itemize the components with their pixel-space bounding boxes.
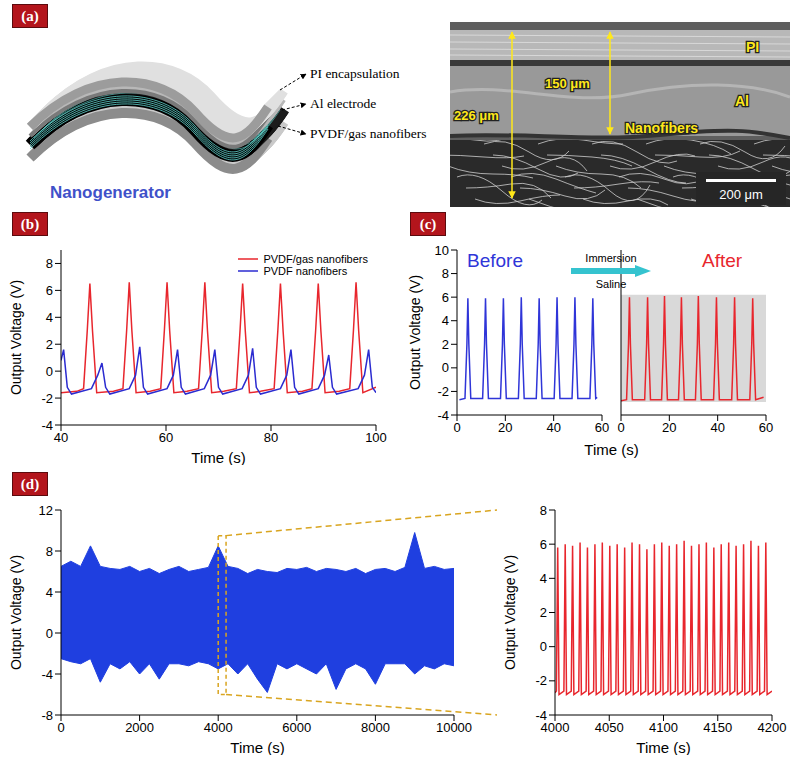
- html-text:(d): (d): [20, 476, 40, 492]
- svg-text:-2: -2: [41, 391, 53, 406]
- svg-text:2: 2: [46, 337, 53, 352]
- svg-text:0: 0: [46, 364, 53, 379]
- svg-text:PI encapsulation: PI encapsulation: [310, 66, 400, 81]
- html-text:PVDF/gas nanofibers: PVDF/gas nanofibers: [263, 253, 368, 265]
- svg-text:4: 4: [46, 585, 53, 600]
- svg-text:8000: 8000: [361, 720, 390, 735]
- svg-text:0: 0: [442, 360, 449, 375]
- svg-text:4000: 4000: [204, 720, 233, 735]
- svg-text:200 μm: 200 μm: [719, 187, 763, 202]
- svg-text:8: 8: [540, 503, 547, 518]
- svg-text:4000: 4000: [540, 720, 570, 736]
- html-text:Immersion: Immersion: [585, 252, 637, 264]
- svg-text:0: 0: [453, 420, 460, 435]
- svg-text:4100: 4100: [649, 720, 678, 735]
- svg-text:Output Voltage (V): Output Voltage (V): [407, 275, 423, 390]
- svg-text:Output Voltage (V): Output Voltage (V): [502, 555, 518, 670]
- svg-text:8: 8: [46, 256, 53, 271]
- html-text:Before: Before: [467, 250, 523, 271]
- svg-text:-4: -4: [41, 667, 53, 682]
- svg-text:4150: 4150: [703, 720, 732, 735]
- svg-text:Al electrode: Al electrode: [310, 96, 376, 111]
- svg-text:PI: PI: [746, 39, 759, 55]
- html-text:Saline: Saline: [595, 278, 627, 290]
- svg-text:-8: -8: [41, 708, 53, 723]
- html-text:(b): (b): [20, 216, 40, 232]
- svg-text:PVDF/gas nanofibers: PVDF/gas nanofibers: [310, 126, 427, 141]
- svg-text:6: 6: [540, 537, 547, 552]
- svg-text:Output Voltage (V): Output Voltage (V): [8, 280, 24, 395]
- svg-text:10: 10: [435, 243, 449, 258]
- svg-text:2: 2: [540, 605, 547, 620]
- svg-text:4: 4: [442, 313, 449, 328]
- svg-text:20: 20: [662, 420, 676, 435]
- svg-text:40: 40: [710, 420, 724, 435]
- svg-text:4050: 4050: [595, 720, 624, 735]
- html-text:After: After: [702, 250, 743, 271]
- svg-text:60: 60: [595, 420, 609, 435]
- svg-text:0: 0: [540, 639, 547, 654]
- svg-text:Nanogenerator: Nanogenerator: [50, 183, 171, 202]
- svg-text:Al: Al: [735, 93, 749, 109]
- svg-text:Time (s): Time (s): [230, 739, 284, 755]
- html-text:(a): (a): [21, 8, 39, 24]
- svg-text:0: 0: [46, 626, 53, 641]
- svg-text:6: 6: [46, 283, 53, 298]
- svg-text:100: 100: [365, 430, 387, 445]
- svg-text:60: 60: [759, 420, 773, 435]
- svg-text:12: 12: [39, 503, 53, 518]
- svg-text:-4: -4: [535, 708, 547, 723]
- svg-text:80: 80: [264, 430, 278, 445]
- svg-text:Nanofibers: Nanofibers: [625, 120, 698, 136]
- svg-text:10000: 10000: [436, 720, 472, 735]
- svg-text:150 μm: 150 μm: [545, 76, 590, 91]
- svg-text:40: 40: [54, 430, 68, 445]
- svg-text:226 μm: 226 μm: [454, 108, 499, 123]
- svg-text:-4: -4: [41, 418, 53, 433]
- svg-text:4: 4: [46, 310, 53, 325]
- svg-text:Time (s): Time (s): [191, 449, 245, 465]
- html-text:PVDF nanofibers: PVDF nanofibers: [263, 265, 348, 277]
- svg-text:-2: -2: [535, 673, 547, 688]
- svg-text:-4: -4: [437, 408, 449, 423]
- svg-text:20: 20: [498, 420, 512, 435]
- svg-text:Output Voltage (V): Output Voltage (V): [8, 555, 24, 670]
- svg-text:-2: -2: [437, 384, 449, 399]
- svg-text:0: 0: [57, 720, 64, 735]
- svg-text:Time (s): Time (s): [636, 739, 690, 755]
- svg-text:6000: 6000: [282, 720, 311, 735]
- html-text:(c): (c): [419, 216, 437, 232]
- svg-text:40: 40: [546, 420, 560, 435]
- html-text:Time (s): Time (s): [584, 441, 639, 458]
- svg-text:0: 0: [617, 420, 624, 435]
- svg-text:6: 6: [442, 290, 449, 305]
- svg-text:2000: 2000: [125, 720, 154, 735]
- svg-text:8: 8: [46, 544, 53, 559]
- svg-text:8: 8: [442, 266, 449, 281]
- svg-text:60: 60: [159, 430, 173, 445]
- svg-text:2: 2: [442, 337, 449, 352]
- svg-text:4200: 4200: [758, 720, 787, 735]
- svg-text:4: 4: [540, 571, 547, 586]
